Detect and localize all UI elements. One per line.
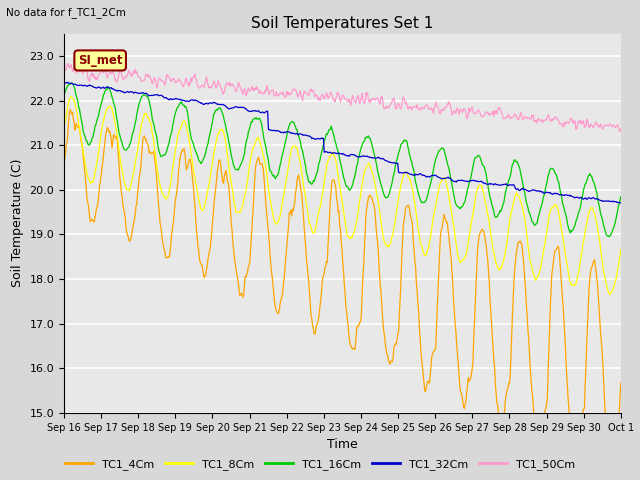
Legend: TC1_4Cm, TC1_8Cm, TC1_16Cm, TC1_32Cm, TC1_50Cm: TC1_4Cm, TC1_8Cm, TC1_16Cm, TC1_32Cm, TC… <box>61 455 579 474</box>
Text: No data for f_TC1_2Cm: No data for f_TC1_2Cm <box>6 7 126 18</box>
Y-axis label: Soil Temperature (C): Soil Temperature (C) <box>11 159 24 288</box>
Text: SI_met: SI_met <box>78 54 122 67</box>
X-axis label: Time: Time <box>327 438 358 451</box>
Title: Soil Temperatures Set 1: Soil Temperatures Set 1 <box>252 16 433 31</box>
